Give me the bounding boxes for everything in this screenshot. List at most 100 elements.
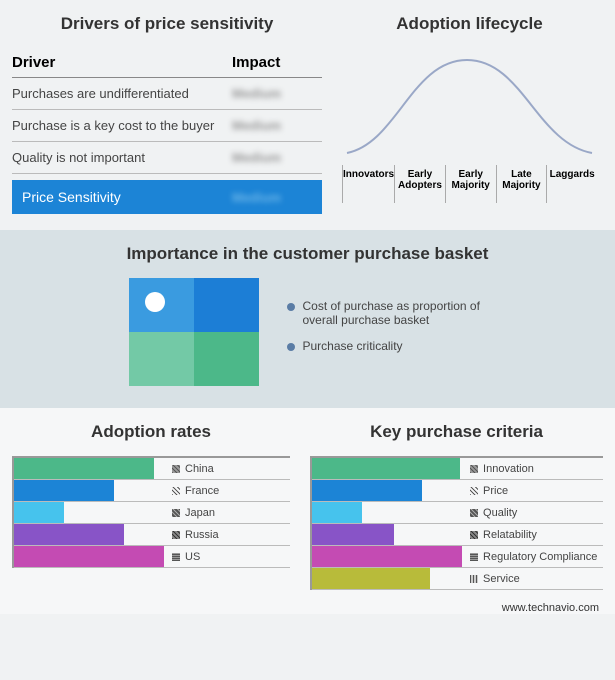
bar-track	[312, 480, 462, 501]
bar-label: Regulatory Compliance	[483, 551, 597, 563]
lifecycle-title: Adoption lifecycle	[342, 14, 597, 34]
bar-fill	[14, 502, 64, 523]
bar-legend: Russia	[164, 529, 219, 541]
swatch-icon	[470, 553, 478, 561]
bar-row: US	[14, 546, 290, 568]
impact-cell: Medium	[232, 150, 281, 165]
bar-fill	[14, 458, 154, 479]
bar-label: Quality	[483, 507, 517, 519]
criteria-panel: Key purchase criteria Innovation Price	[310, 422, 603, 590]
lifecycle-panel: Adoption lifecycle InnovatorsEarlyAdopte…	[342, 14, 597, 214]
bar-track	[14, 546, 164, 567]
bar-row: China	[14, 458, 290, 480]
legend-text: Purchase criticality	[303, 339, 403, 353]
swatch-icon	[470, 465, 478, 473]
driver-cell: Purchase is a key cost to the buyer	[12, 118, 232, 133]
table-row: Purchase is a key cost to the buyer Medi…	[12, 110, 322, 142]
bar-legend: Quality	[462, 507, 517, 519]
bar-track	[312, 502, 462, 523]
swatch-icon	[172, 487, 180, 495]
bar-track	[312, 524, 462, 545]
basket-panel: Importance in the customer purchase bask…	[0, 230, 615, 408]
summary-label: Price Sensitivity	[22, 189, 232, 205]
x-tick: Laggards	[546, 165, 597, 203]
swatch-icon	[172, 531, 180, 539]
bar-legend: France	[164, 485, 219, 497]
quad-br	[194, 332, 259, 386]
swatch-icon	[470, 509, 478, 517]
bar-row: Price	[312, 480, 603, 502]
bar-legend: Regulatory Compliance	[462, 551, 597, 563]
driver-cell: Quality is not important	[12, 150, 232, 165]
bar-track	[312, 546, 462, 567]
bar-legend: Service	[462, 573, 520, 585]
bar-row: Russia	[14, 524, 290, 546]
x-tick: EarlyAdopters	[394, 165, 445, 203]
bar-fill	[14, 480, 114, 501]
basket-legend: Cost of purchase as proportion of overal…	[287, 299, 487, 365]
lifecycle-curve	[342, 48, 597, 160]
bar-legend: Price	[462, 485, 508, 497]
adoption-panel: Adoption rates China France	[12, 422, 290, 590]
x-tick: EarlyMajority	[445, 165, 496, 203]
drivers-table-head: Driver Impact	[12, 48, 322, 78]
bar-fill	[14, 524, 124, 545]
footer-attribution: www.technavio.com	[0, 596, 615, 614]
drivers-title: Drivers of price sensitivity	[12, 14, 322, 34]
quadrant-marker	[145, 292, 165, 312]
bar-label: France	[185, 485, 219, 497]
bar-legend: Japan	[164, 507, 215, 519]
bar-label: Service	[483, 573, 520, 585]
bar-legend: US	[164, 551, 200, 563]
bar-fill	[312, 524, 394, 545]
bar-label: Price	[483, 485, 508, 497]
drivers-panel: Drivers of price sensitivity Driver Impa…	[12, 14, 322, 214]
swatch-icon	[470, 487, 478, 495]
legend-item: Purchase criticality	[287, 339, 487, 353]
quad-tr	[194, 278, 259, 332]
bar-track	[14, 502, 164, 523]
bar-fill	[312, 502, 362, 523]
x-tick: LateMajority	[496, 165, 547, 203]
bar-legend: China	[164, 463, 214, 475]
legend-text: Cost of purchase as proportion of overal…	[303, 299, 487, 327]
bar-label: Japan	[185, 507, 215, 519]
bar-label: US	[185, 551, 200, 563]
bar-row: Innovation	[312, 458, 603, 480]
bar-row: France	[14, 480, 290, 502]
adoption-title: Adoption rates	[12, 422, 290, 442]
bar-track	[312, 568, 462, 589]
legend-dot-icon	[287, 303, 295, 311]
bar-label: Innovation	[483, 463, 534, 475]
swatch-icon	[172, 509, 180, 517]
criteria-title: Key purchase criteria	[310, 422, 603, 442]
swatch-icon	[172, 465, 180, 473]
drivers-summary: Price Sensitivity Medium	[12, 180, 322, 214]
bar-row: Service	[312, 568, 603, 590]
bar-label: China	[185, 463, 214, 475]
legend-dot-icon	[287, 343, 295, 351]
th-driver: Driver	[12, 54, 232, 71]
swatch-icon	[470, 575, 478, 583]
bar-row: Relatability	[312, 524, 603, 546]
bar-fill	[312, 480, 422, 501]
x-tick: Innovators	[342, 165, 394, 203]
bar-legend: Innovation	[462, 463, 534, 475]
table-row: Purchases are undifferentiated Medium	[12, 78, 322, 110]
bar-fill	[14, 546, 164, 567]
bar-row: Japan	[14, 502, 290, 524]
bar-track	[14, 458, 164, 479]
bar-track	[14, 480, 164, 501]
lifecycle-chart: InnovatorsEarlyAdoptersEarlyMajorityLate…	[342, 48, 597, 198]
bar-track	[312, 458, 462, 479]
driver-cell: Purchases are undifferentiated	[12, 86, 232, 101]
swatch-icon	[172, 553, 180, 561]
legend-item: Cost of purchase as proportion of overal…	[287, 299, 487, 327]
bar-track	[14, 524, 164, 545]
bar-legend: Relatability	[462, 529, 537, 541]
quad-bl	[129, 332, 194, 386]
quadrant-chart	[129, 278, 259, 386]
bar-label: Relatability	[483, 529, 537, 541]
th-impact: Impact	[232, 54, 280, 71]
swatch-icon	[470, 531, 478, 539]
